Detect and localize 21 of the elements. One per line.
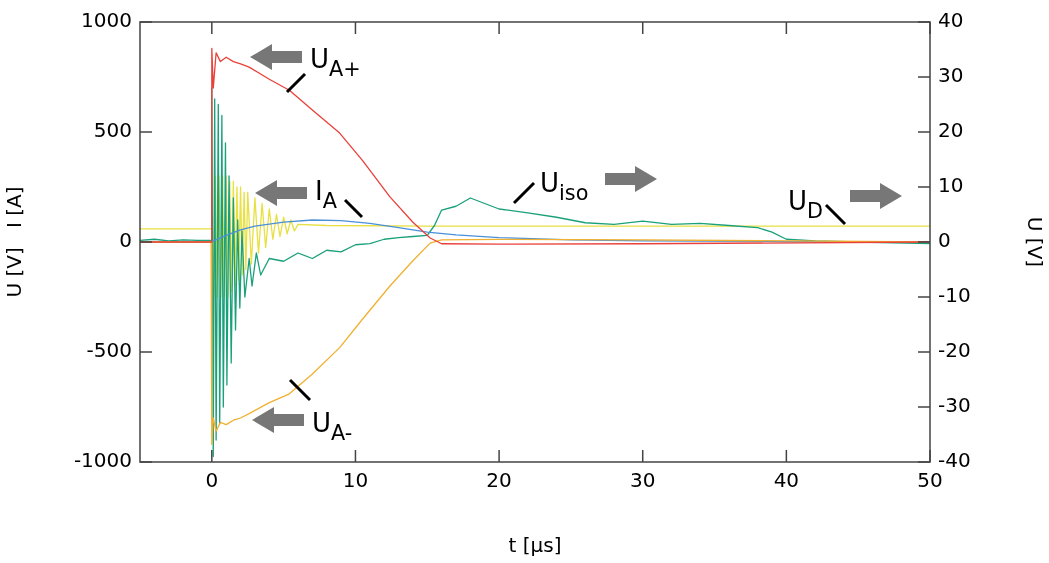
- y2-tick-label: 30: [938, 63, 964, 88]
- y2-tick-label: -10: [938, 283, 971, 308]
- y2-tick-label: -20: [938, 338, 971, 363]
- y-tick-label: 1000: [81, 8, 132, 33]
- y-tick-label: -1000: [73, 448, 132, 473]
- y-tick-label: -500: [86, 338, 132, 363]
- y-tick-label: 0: [119, 228, 132, 253]
- y2-tick-label: 40: [938, 8, 964, 33]
- x-tick-label: 40: [773, 468, 800, 493]
- y-axis-title: U [V] I [A]: [2, 186, 27, 298]
- y2-tick-label: 20: [938, 118, 964, 143]
- x-tick-label: 20: [486, 468, 512, 493]
- y2-tick-label: 0: [938, 228, 951, 253]
- y-tick-label: 500: [93, 118, 132, 143]
- x-tick-label: 10: [342, 468, 369, 493]
- y2-axis-title: U [V]: [1022, 216, 1047, 268]
- x-tick-label: 0: [205, 468, 219, 493]
- x-tick-label: 30: [630, 468, 656, 493]
- y2-tick-label: -30: [938, 393, 971, 418]
- y2-tick-label: 10: [938, 173, 964, 198]
- x-axis-title: t [µs]: [508, 533, 562, 558]
